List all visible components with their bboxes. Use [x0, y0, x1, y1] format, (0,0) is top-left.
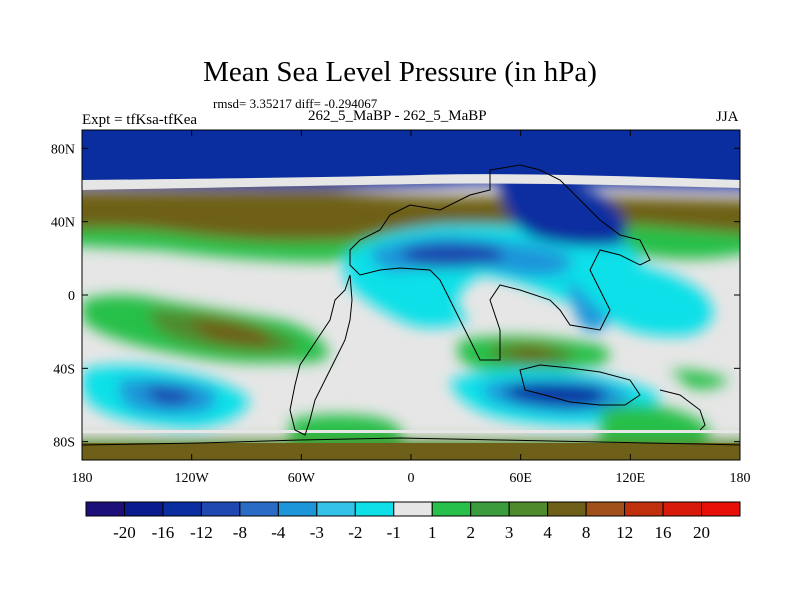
- colorbar-swatch: [431, 501, 472, 517]
- indian-core: [505, 383, 606, 407]
- y-tick-label: 80S: [53, 436, 75, 451]
- x-tick-label: 0: [408, 471, 415, 486]
- chart-title: Mean Sea Level Pressure (in hPa): [203, 56, 597, 88]
- colorbar: -20 -16 -12 -8 -4 -3 -2 -1 1 2 3 4 8 12 16 20: [85, 501, 741, 542]
- colorbar-swatch: [393, 501, 433, 517]
- colorbar-label: -16: [152, 523, 175, 542]
- pacific-cyan: [560, 263, 713, 336]
- y-axis: 80N 40N 0 40S 80S: [51, 142, 740, 451]
- colorbar-swatch: [85, 501, 125, 517]
- colorbar-label: -1: [387, 523, 401, 542]
- colorbar-label: 3: [505, 523, 514, 542]
- coastlines: [81, 164, 741, 446]
- colorbar-swatch: [662, 501, 703, 517]
- colorbar-label: 16: [655, 523, 672, 542]
- arctic-core: [82, 130, 740, 180]
- colorbar-swatch: [316, 501, 356, 517]
- x-tick-label: 120W: [175, 471, 210, 486]
- australia-outline: [519, 364, 641, 406]
- sh-pacific-brown: [190, 318, 272, 347]
- east-asia-low: [500, 179, 627, 247]
- colorbar-swatch: [277, 501, 318, 517]
- spacific-green-spot: [670, 369, 730, 389]
- center-subtitle: 262_5_MaBP - 262_5_MaBP: [308, 108, 487, 124]
- colorbar-label: 4: [543, 523, 552, 542]
- spacific-core: [145, 385, 195, 406]
- colorbar-label: -8: [233, 523, 247, 542]
- x-tick-label: 60E: [509, 471, 532, 486]
- x-tick-label: 60W: [288, 471, 316, 486]
- experiment-label: Expt = tfKsa-tfKea: [82, 112, 198, 128]
- colorbar-swatch: [123, 501, 164, 517]
- satl-brown: [510, 346, 555, 359]
- contour-field: [82, 130, 740, 460]
- asia-low-core: [400, 242, 503, 269]
- x-tick-label: 180: [730, 471, 751, 486]
- y-tick-label: 0: [68, 289, 75, 304]
- y-tick-label: 80N: [51, 142, 75, 157]
- stats-line: rmsd= 3.35217 diff= -0.294067: [213, 96, 378, 111]
- colorbar-label: 2: [466, 523, 475, 542]
- season-label: JJA: [716, 109, 739, 125]
- x-tick-label: 120E: [616, 471, 646, 486]
- eurasia-africa-outline: [349, 164, 651, 361]
- colorbar-label: -4: [271, 523, 286, 542]
- colorbar-swatch: [701, 501, 741, 517]
- colorbar-swatch: [354, 501, 395, 517]
- colorbar-label: 1: [428, 523, 437, 542]
- colorbar-swatch: [585, 501, 626, 517]
- colorbar-swatch: [239, 501, 279, 517]
- colorbar-label: -12: [190, 523, 213, 542]
- colorbar-label: -3: [310, 523, 324, 542]
- colorbar-label: -2: [348, 523, 362, 542]
- colorbar-swatch: [470, 501, 510, 517]
- colorbar-label: 8: [582, 523, 591, 542]
- x-tick-label: 180: [72, 471, 93, 486]
- antarctica-outline: [81, 437, 741, 446]
- new-zealand-outline: [659, 389, 706, 431]
- x-axis: 180 120W 60W 0 60E 120E 180: [72, 130, 751, 486]
- antarctic-fringe-a: [290, 414, 403, 440]
- colorbar-label: -20: [113, 523, 136, 542]
- colorbar-swatch: [200, 501, 241, 517]
- colorbar-label: 20: [693, 523, 710, 542]
- colorbar-swatch: [162, 501, 202, 517]
- antarctic-core: [82, 443, 740, 460]
- colorbar-swatch: [508, 501, 549, 517]
- south-america-outline: [289, 274, 353, 436]
- arctic-edge-white: [82, 174, 740, 190]
- y-tick-label: 40S: [53, 362, 75, 377]
- colorbar-swatch: [624, 501, 664, 517]
- y-tick-label: 40N: [51, 216, 75, 231]
- colorbar-label: 12: [616, 523, 633, 542]
- antarctic-edge-white: [82, 430, 740, 433]
- colorbar-swatch: [547, 501, 587, 517]
